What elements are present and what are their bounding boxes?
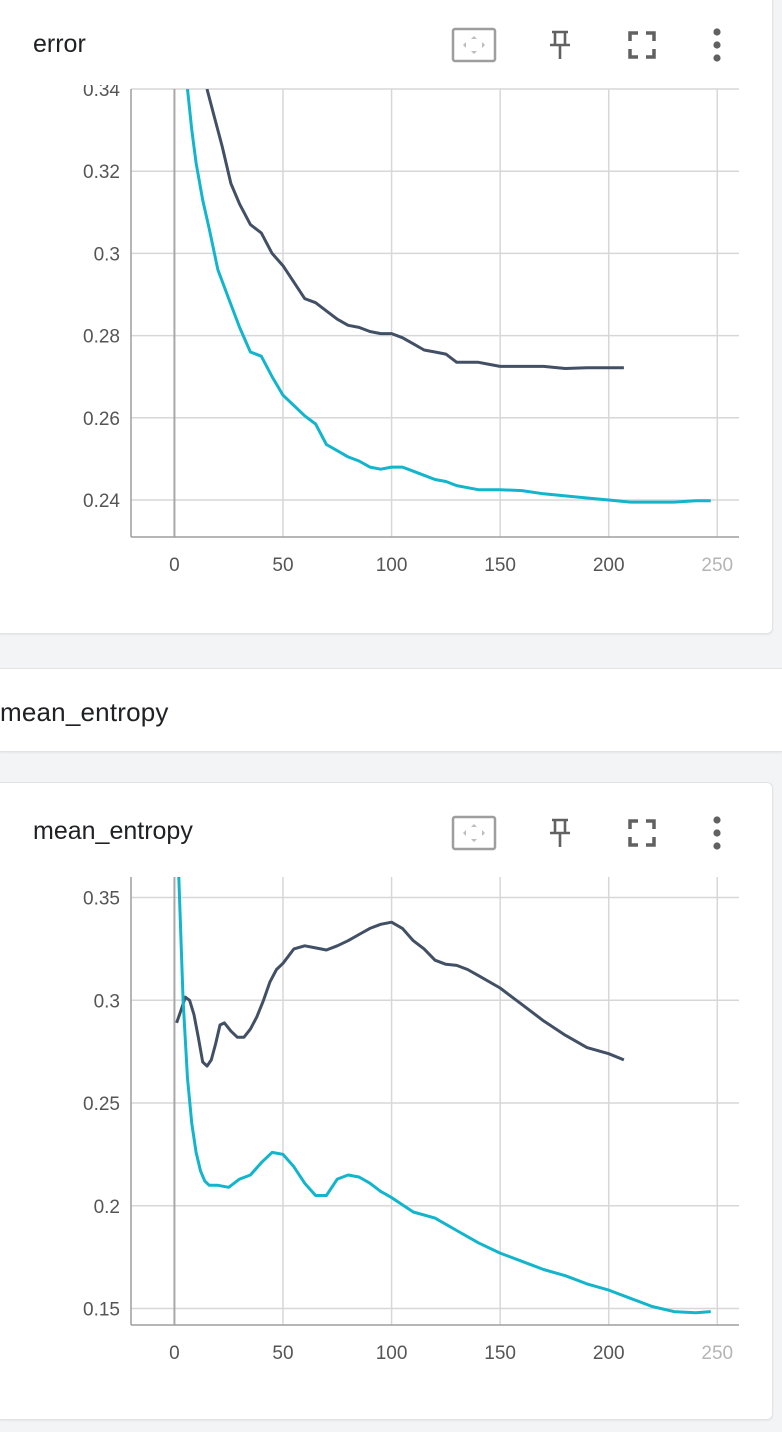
series-line-1 [205, 89, 624, 370]
x-tick-label: 0 [169, 1343, 180, 1364]
x-tick-label: 50 [272, 1343, 293, 1364]
x-tick-label: 100 [376, 555, 408, 576]
y-tick-label: 0.15 [83, 1300, 120, 1321]
series-line-2 [177, 877, 711, 1315]
x-tick-label: 150 [484, 555, 516, 576]
fit-to-data-icon[interactable] [450, 21, 498, 69]
series-line-1 [175, 920, 625, 1068]
card-title: mean_entropy [33, 817, 193, 845]
error-chart: 0.24 0.26 0.28 0.3 0.32 0.34 0 50 100 150 200 250 [83, 80, 739, 576]
error-card: error 0.24 0.26 0.28 0.3 0.32 0.34 0 50 100 150 20… [0, 0, 773, 634]
x-tick-label: 200 [593, 555, 625, 576]
card-toolbar [450, 809, 772, 857]
pin-icon[interactable] [536, 21, 584, 69]
group-title: mean_entropy [0, 697, 169, 727]
fullscreen-icon[interactable] [618, 809, 666, 857]
y-tick-label: 0.24 [83, 491, 120, 512]
more-vert-icon[interactable] [693, 21, 741, 69]
x-tick-label: 250 [701, 1343, 733, 1364]
y-tick-label: 0.2 [94, 1197, 120, 1218]
fullscreen-icon[interactable] [618, 21, 666, 69]
x-tick-label: 50 [272, 555, 293, 576]
x-tick-label: 250 [701, 555, 733, 576]
y-tick-label: 0.28 [83, 327, 120, 348]
x-tick-label: 150 [484, 1343, 516, 1364]
y-tick-label: 0.3 [94, 244, 120, 265]
pin-icon[interactable] [536, 809, 584, 857]
fit-to-data-icon[interactable] [450, 809, 498, 857]
y-tick-label: 0.26 [83, 409, 120, 430]
series-line-2 [186, 89, 711, 504]
y-tick-label: 0.3 [94, 991, 120, 1012]
y-tick-label: 0.35 [83, 889, 120, 910]
y-tick-label: 0.34 [83, 80, 120, 101]
card-title: error [33, 30, 86, 58]
y-tick-label: 0.32 [83, 162, 120, 183]
group-header[interactable]: mean_entropy [0, 668, 782, 752]
card-toolbar [450, 21, 772, 69]
more-vert-icon[interactable] [693, 809, 741, 857]
mean-entropy-chart: 0.15 0.2 0.25 0.3 0.35 0 50 100 150 200 250 [83, 877, 739, 1364]
x-tick-label: 100 [376, 1343, 408, 1364]
x-tick-label: 200 [593, 1343, 625, 1364]
x-tick-label: 0 [169, 555, 180, 576]
y-tick-label: 0.25 [83, 1094, 120, 1115]
mean-entropy-card: mean_entropy 0.15 0.2 0.25 0.3 0.35 0 50 100 150… [0, 782, 773, 1420]
